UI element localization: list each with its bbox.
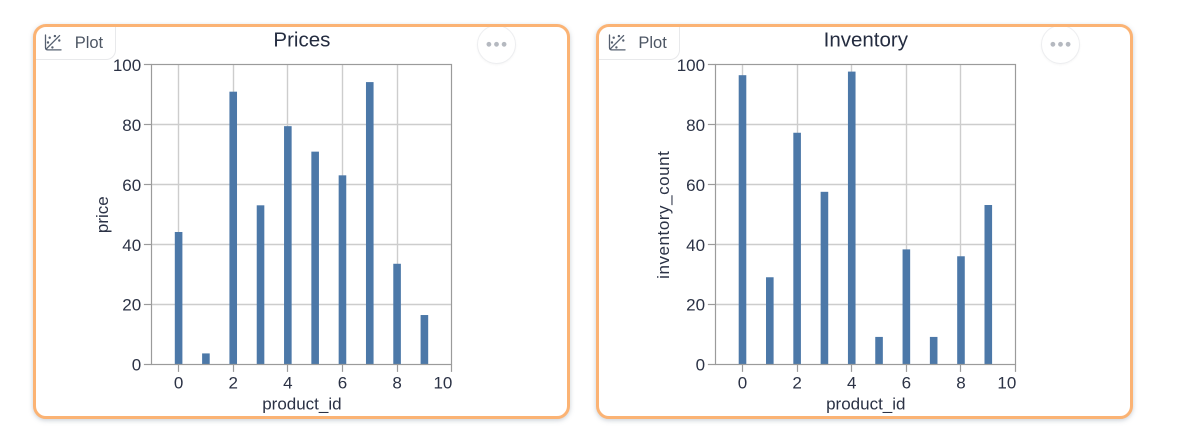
- svg-text:4: 4: [283, 374, 292, 393]
- svg-text:20: 20: [686, 296, 705, 315]
- svg-text:product_id: product_id: [826, 395, 905, 414]
- svg-text:60: 60: [122, 176, 141, 195]
- svg-text:Inventory: Inventory: [824, 29, 909, 52]
- svg-text:inventory_count: inventory_count: [654, 151, 673, 279]
- svg-text:product_id: product_id: [262, 395, 341, 414]
- svg-text:100: 100: [113, 56, 141, 75]
- svg-text:40: 40: [686, 236, 705, 255]
- svg-text:6: 6: [902, 374, 911, 393]
- svg-text:Prices: Prices: [273, 29, 330, 52]
- svg-text:100: 100: [677, 56, 705, 75]
- svg-text:10: 10: [433, 374, 452, 393]
- svg-text:0: 0: [132, 356, 141, 375]
- svg-text:price: price: [93, 196, 112, 233]
- svg-text:0: 0: [696, 356, 705, 375]
- svg-text:40: 40: [122, 236, 141, 255]
- svg-text:0: 0: [738, 374, 747, 393]
- svg-text:8: 8: [956, 374, 965, 393]
- svg-text:8: 8: [392, 374, 401, 393]
- svg-text:10: 10: [997, 374, 1016, 393]
- svg-text:60: 60: [686, 176, 705, 195]
- svg-text:4: 4: [847, 374, 856, 393]
- svg-text:6: 6: [338, 374, 347, 393]
- svg-text:2: 2: [792, 374, 801, 393]
- svg-text:80: 80: [122, 116, 141, 135]
- svg-text:20: 20: [122, 296, 141, 315]
- svg-text:2: 2: [228, 374, 237, 393]
- svg-text:0: 0: [174, 374, 183, 393]
- svg-text:80: 80: [686, 116, 705, 135]
